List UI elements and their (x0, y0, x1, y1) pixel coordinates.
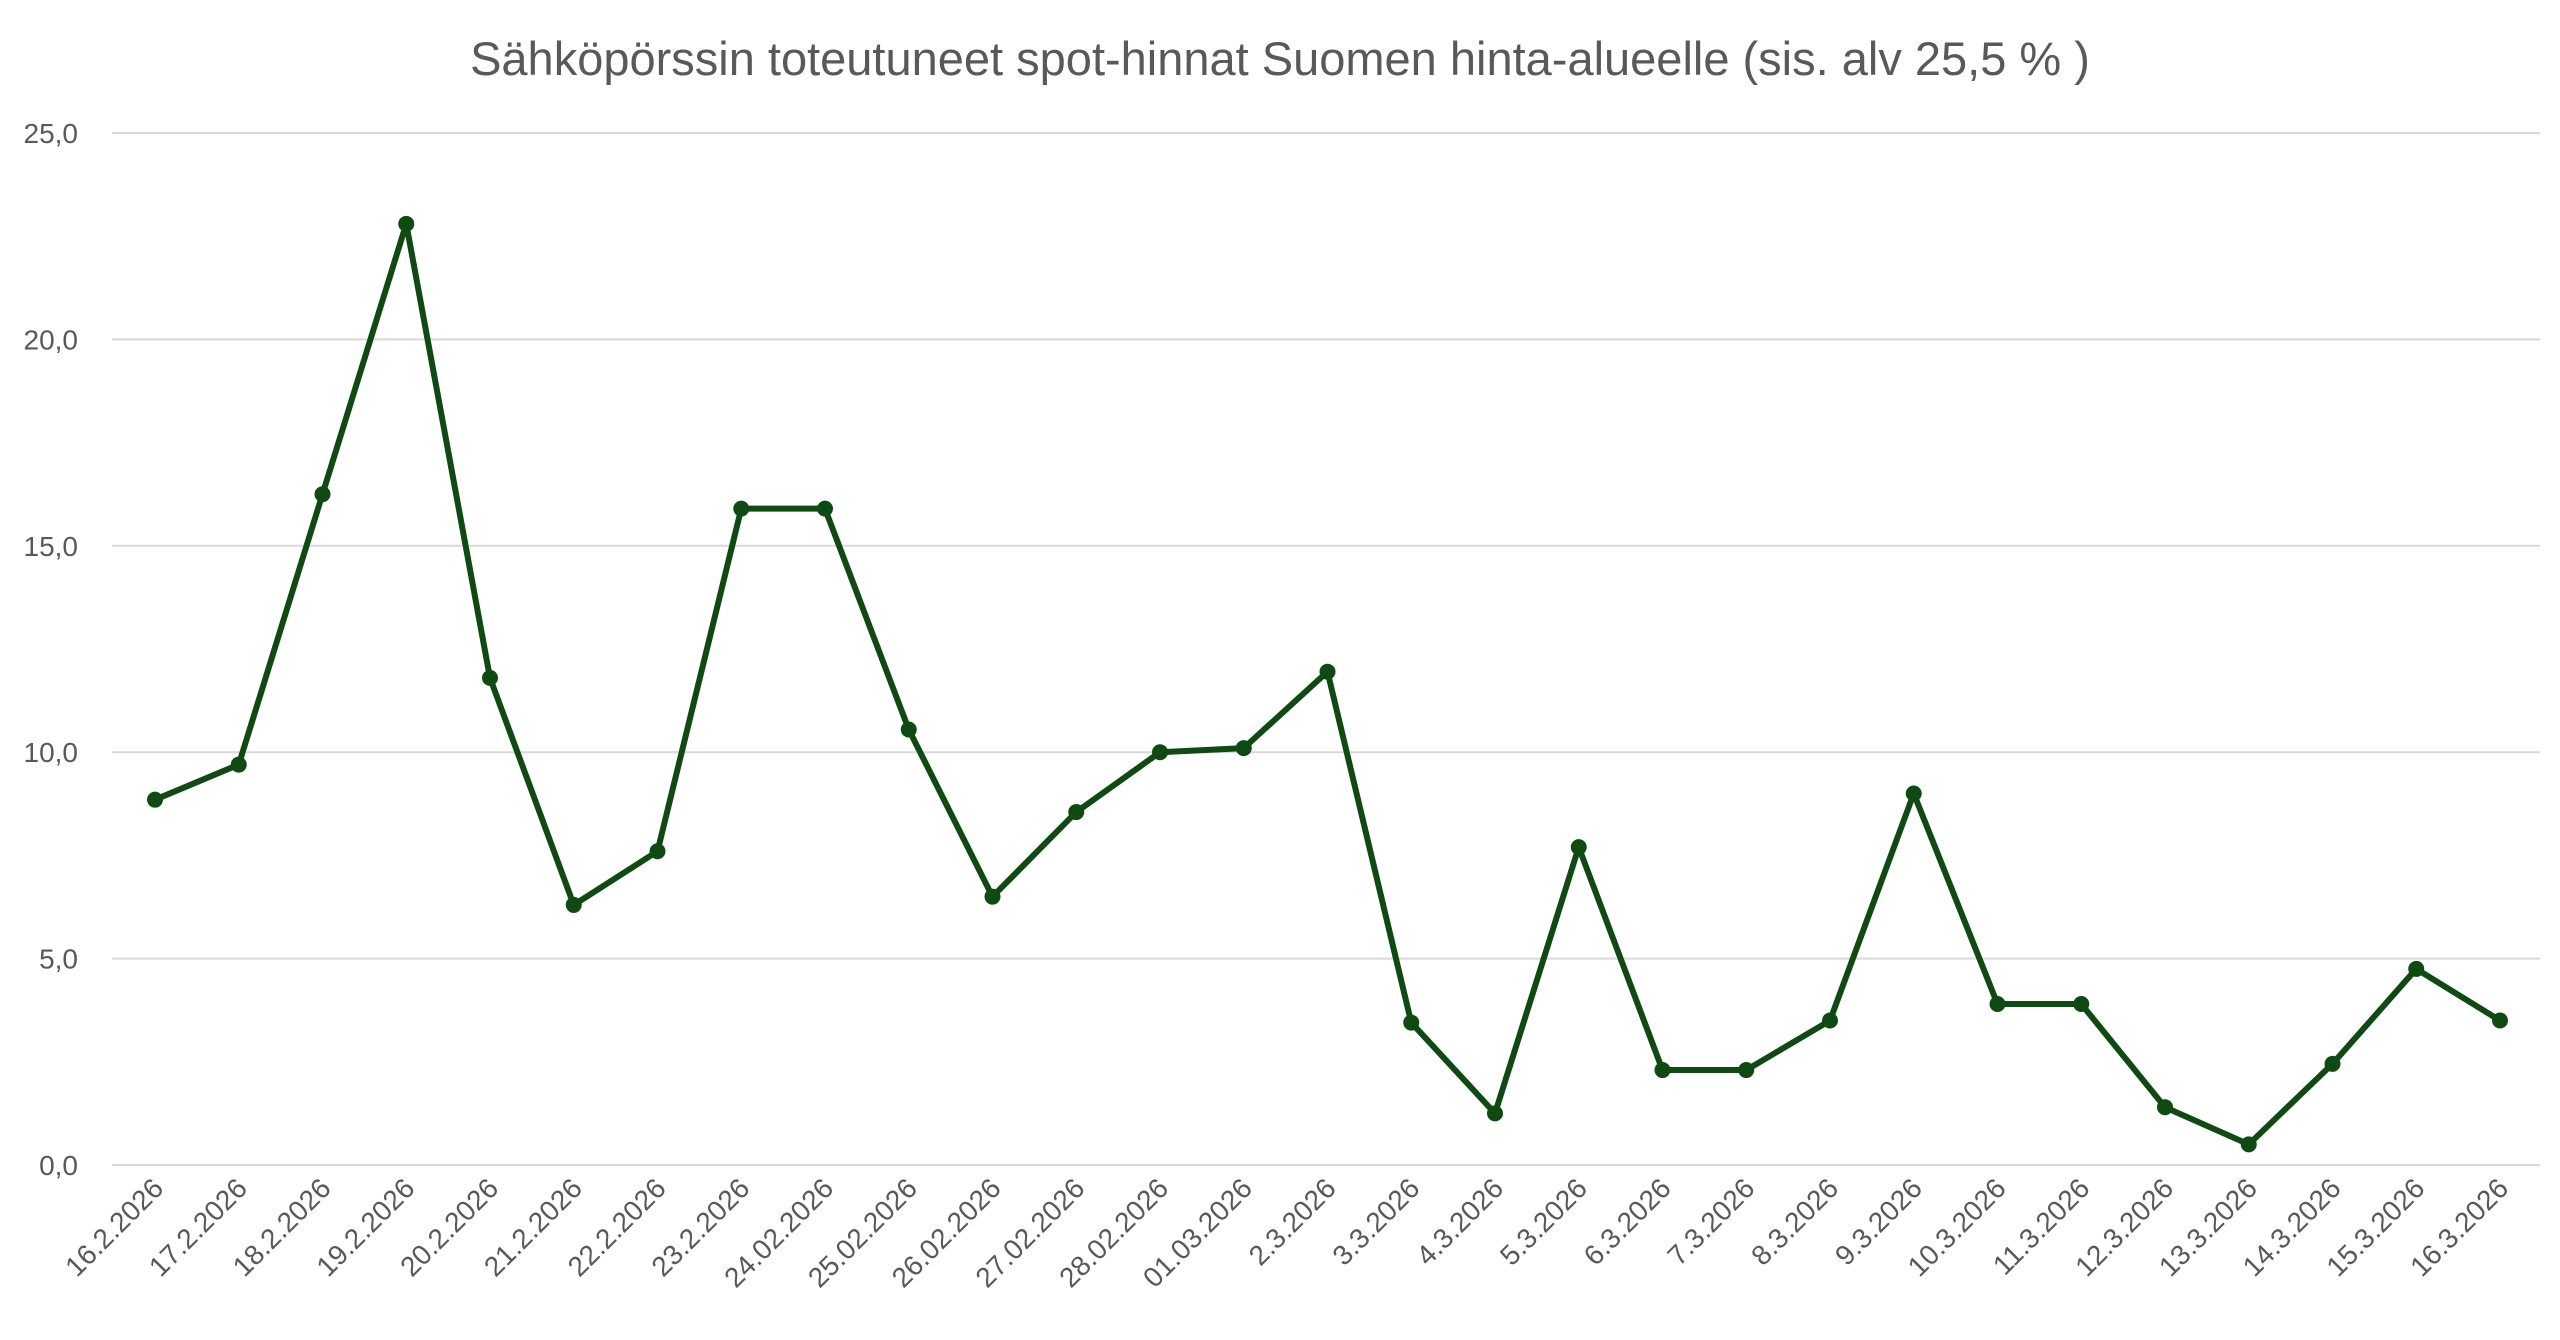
data-point (1235, 740, 1252, 757)
data-point (2240, 1136, 2257, 1153)
x-tick-label: 8.3.2026 (1745, 1172, 1844, 1271)
data-point (1738, 1062, 1755, 1079)
data-point (2324, 1055, 2341, 1072)
y-tick-label: 0,0 (39, 1150, 78, 1181)
data-point (1319, 663, 1336, 680)
data-point (733, 500, 750, 517)
data-point (649, 843, 666, 860)
series-layer (147, 215, 2508, 1153)
data-point (1487, 1105, 1503, 1122)
data-point (817, 500, 833, 517)
gridlines (112, 132, 2540, 1166)
data-point (1403, 1014, 1420, 1031)
x-tick-label: 7.3.2026 (1661, 1172, 1760, 1271)
data-point (314, 486, 331, 503)
data-point (2492, 1012, 2508, 1029)
data-point (565, 896, 582, 913)
data-point (2073, 996, 2090, 1013)
x-tick-label: 5.3.2026 (1494, 1172, 1593, 1271)
data-point (2157, 1099, 2173, 1116)
data-point (1570, 839, 1587, 856)
x-tick-label: 2.3.2026 (1243, 1172, 1342, 1271)
data-point (1822, 1012, 1838, 1029)
y-tick-label: 15,0 (24, 531, 79, 562)
data-point (1905, 785, 1922, 802)
data-point (1152, 744, 1168, 761)
series-line (152, 220, 2503, 1148)
x-tick-label: 3.3.2026 (1326, 1172, 1425, 1271)
x-axis: 16.2.202617.2.202618.2.202619.2.202620.2… (59, 1172, 2514, 1293)
y-axis: 0,0 5,0 10,0 15,0 20,0 25,0 (24, 118, 79, 1181)
data-point (1068, 804, 1085, 821)
y-tick-label: 10,0 (24, 737, 79, 768)
y-tick-label: 25,0 (24, 118, 79, 149)
x-tick-label: 4.3.2026 (1410, 1172, 1509, 1271)
data-point (2408, 960, 2425, 977)
x-tick-label: 6.3.2026 (1578, 1172, 1677, 1271)
y-tick-label: 20,0 (24, 324, 79, 355)
chart-title: Sähköpörssin toteutuneet spot-hinnat Suo… (470, 32, 2090, 85)
data-point (1654, 1062, 1671, 1079)
data-point (984, 888, 1001, 905)
data-point (900, 721, 917, 738)
data-point (398, 215, 415, 232)
data-point (147, 791, 163, 808)
y-tick-label: 5,0 (39, 944, 78, 975)
data-point (482, 669, 498, 686)
data-point (230, 756, 247, 773)
data-point (1989, 996, 2006, 1013)
